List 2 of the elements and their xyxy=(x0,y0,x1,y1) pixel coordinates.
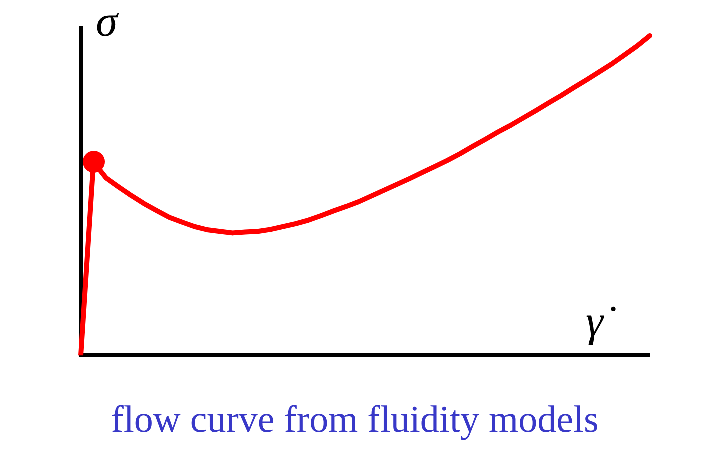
text: flow curve from fluidity models xyxy=(110,398,600,442)
y-axis-title: σ xyxy=(96,0,118,47)
